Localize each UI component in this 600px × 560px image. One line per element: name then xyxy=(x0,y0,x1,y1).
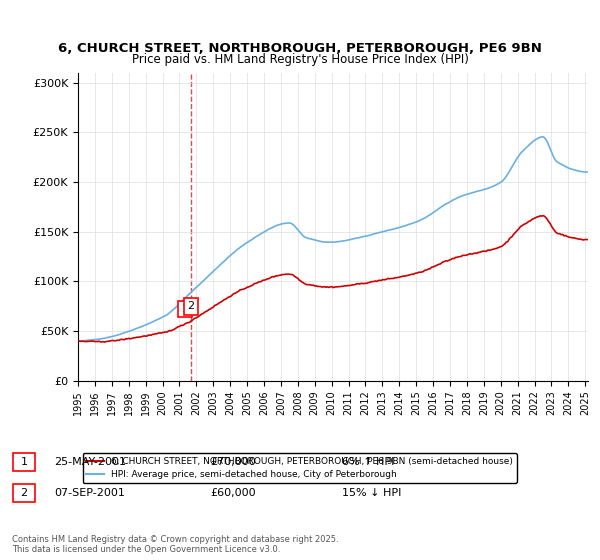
Text: 6, CHURCH STREET, NORTHBOROUGH, PETERBOROUGH, PE6 9BN: 6, CHURCH STREET, NORTHBOROUGH, PETERBOR… xyxy=(58,42,542,55)
Legend: 6, CHURCH STREET, NORTHBOROUGH, PETERBOROUGH, PE6 9BN (semi-detached house), HPI: 6, CHURCH STREET, NORTHBOROUGH, PETERBOR… xyxy=(83,453,517,483)
Text: £60,000: £60,000 xyxy=(210,488,256,498)
Text: 1: 1 xyxy=(20,458,28,467)
Text: 2: 2 xyxy=(20,488,28,498)
Text: £70,000: £70,000 xyxy=(210,457,256,467)
Text: 07-SEP-2001: 07-SEP-2001 xyxy=(54,488,125,498)
Text: 2: 2 xyxy=(187,301,194,311)
Text: 15% ↓ HPI: 15% ↓ HPI xyxy=(342,488,401,498)
Text: 6% ↑ HPI: 6% ↑ HPI xyxy=(342,457,394,467)
Text: 1: 1 xyxy=(182,304,188,314)
Text: Contains HM Land Registry data © Crown copyright and database right 2025.
This d: Contains HM Land Registry data © Crown c… xyxy=(12,535,338,554)
Text: Price paid vs. HM Land Registry's House Price Index (HPI): Price paid vs. HM Land Registry's House … xyxy=(131,53,469,66)
Text: 25-MAY-2001: 25-MAY-2001 xyxy=(54,457,126,467)
